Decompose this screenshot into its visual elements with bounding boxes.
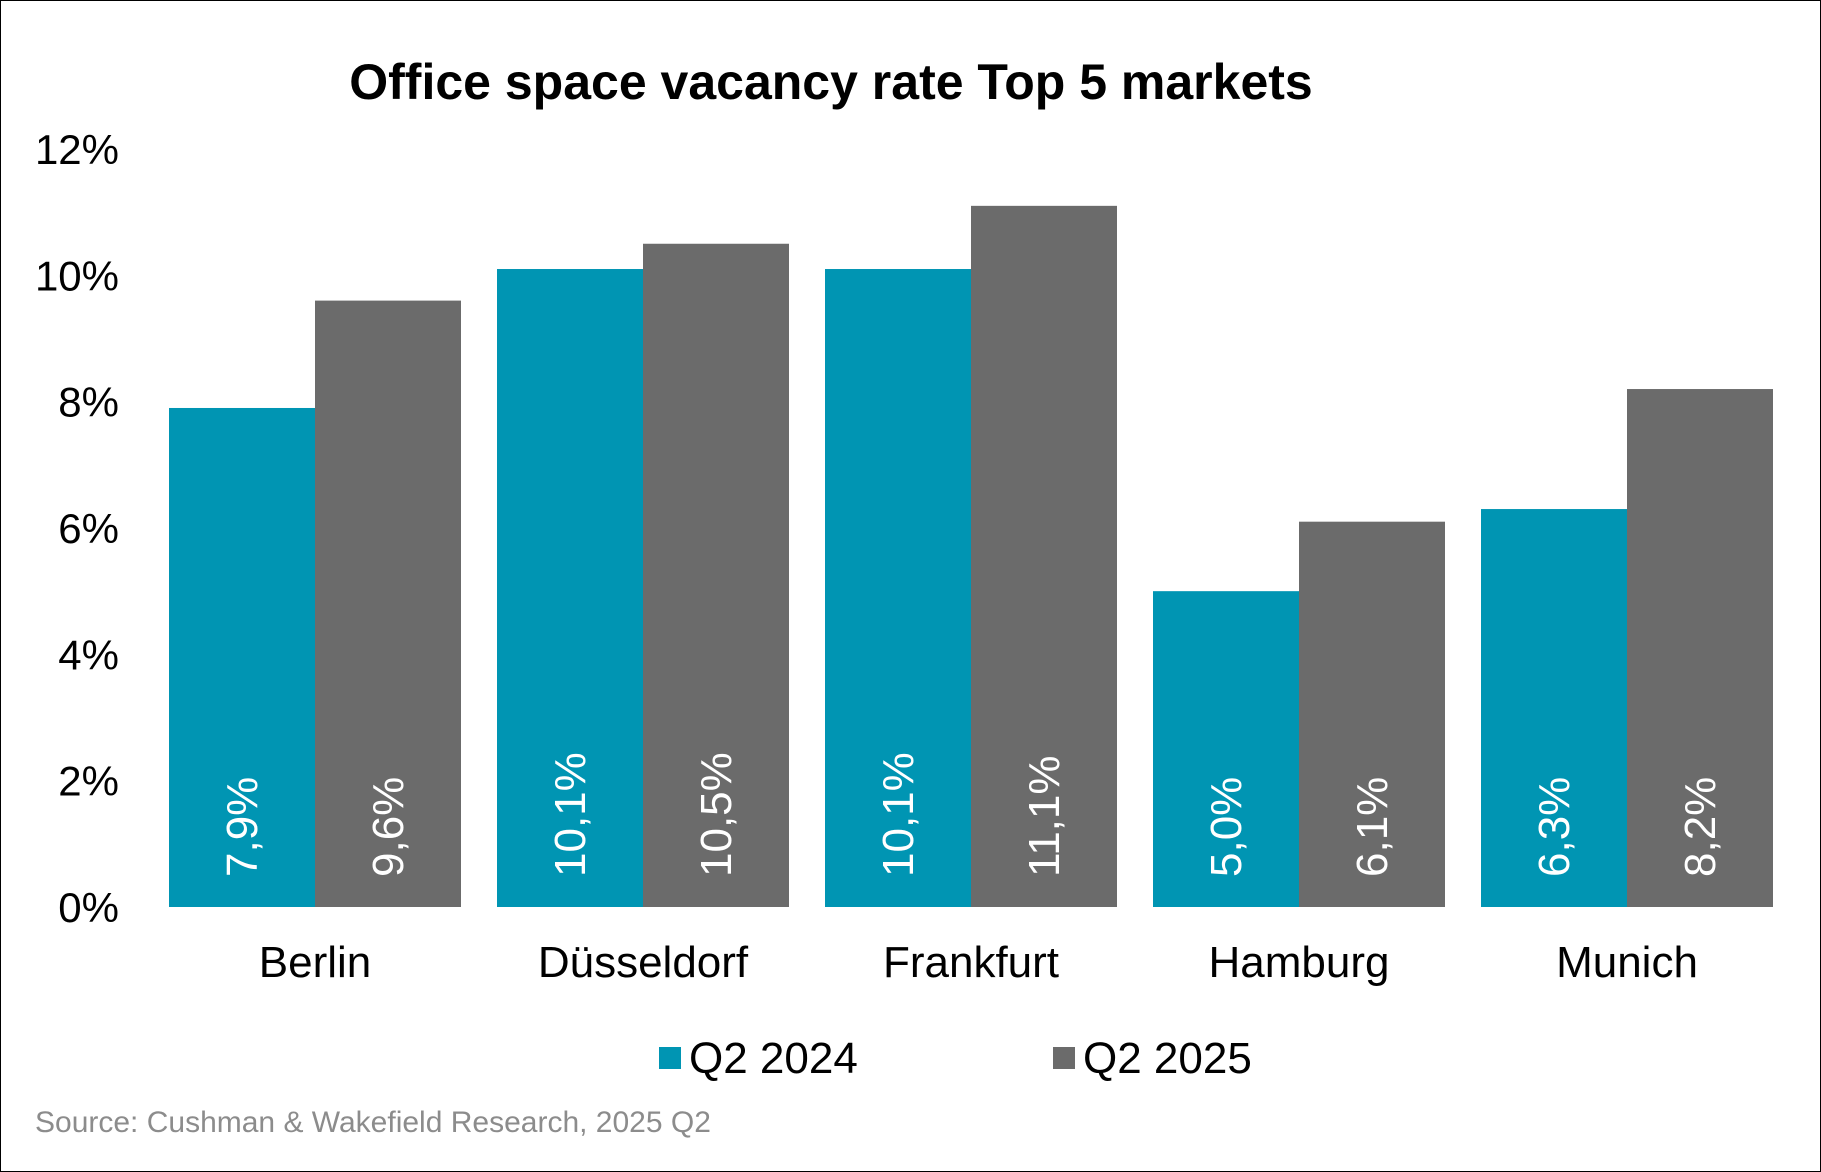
y-tick-label: 12% [35,126,119,173]
data-label: 8,2% [1676,777,1725,877]
legend: Q2 2024 Q2 2025 [659,1034,1252,1083]
bar [971,205,1117,908]
x-tick-label: Munich [1556,938,1698,987]
bar [497,269,643,907]
y-tick-label: 6% [58,505,119,552]
legend-swatch [1053,1047,1075,1069]
data-label: 10,1% [874,752,923,877]
bar-group: 7,9% 9,6% 10,1% 10,5% 10,1% 11,1% 5,0% 6,1% 6,3%… [169,205,1773,908]
bar [1153,591,1299,907]
chart-title: Office space vacancy rate Top 5 markets [349,54,1312,110]
x-tick-label: Frankfurt [883,938,1059,987]
x-tick-label: Düsseldorf [538,938,749,987]
y-tick-label: 4% [58,631,119,678]
legend-label: Q2 2025 [1083,1034,1252,1083]
data-label: 6,3% [1530,777,1579,877]
y-tick-label: 2% [58,758,119,805]
y-tick-label: 8% [58,379,119,426]
y-axis: 0% 2% 4% 6% 8% 10% 12% [35,126,119,931]
source-note: Source: Cushman & Wakefield Research, 20… [35,1106,711,1139]
data-label: 10,5% [692,752,741,877]
bar [315,300,461,908]
x-axis: Berlin Düsseldorf Frankfurt Hamburg Munich [259,938,1698,987]
bar [1627,389,1773,907]
data-label: 7,9% [218,777,267,877]
data-label: 9,6% [364,777,413,877]
y-tick-label: 10% [35,252,119,299]
bar [825,269,971,907]
data-label: 10,1% [546,752,595,877]
bar [169,407,315,907]
bar [643,243,789,907]
y-tick-label: 0% [58,884,119,931]
bar [1299,521,1445,907]
x-tick-label: Hamburg [1209,938,1390,987]
data-label: 6,1% [1348,777,1397,877]
legend-swatch [659,1047,681,1069]
bar [1481,509,1627,907]
legend-label: Q2 2024 [689,1034,858,1083]
data-label: 11,1% [1020,756,1069,878]
x-tick-label: Berlin [259,938,372,987]
data-label: 5,0% [1202,777,1251,877]
